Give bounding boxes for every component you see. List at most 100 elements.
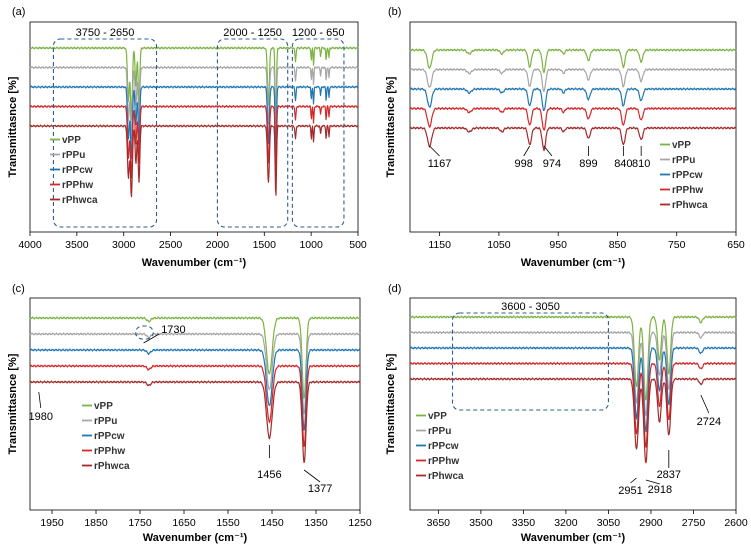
region-label: 1200 - 650 <box>292 27 345 39</box>
legend-label-rPhwca: rPhwca <box>94 461 130 472</box>
legend-label-rPPu: rPPu <box>62 150 85 161</box>
x-tick-label: 1450 <box>260 517 284 529</box>
x-tick-label: 4000 <box>18 239 42 251</box>
region-box <box>216 38 289 228</box>
panel-c-legend: vPP rPPu rPPcw rPPhw rPhwca <box>82 401 130 472</box>
legend-label-rPPu: rPPu <box>94 416 117 427</box>
spectrum-rPPcw <box>409 346 737 433</box>
legend-label-rPPcw: rPPcw <box>672 170 703 181</box>
peak-label-2951: 2951 <box>618 485 642 497</box>
spectrum-rPhwca <box>409 126 737 152</box>
spectrum-rPhwca <box>29 380 361 464</box>
panel-c-x-ticks: 1950 1850 1750 1650 1550 1450 1350 1250 <box>40 510 372 529</box>
x-tick-label: 2000 <box>206 239 230 251</box>
panel-d-x-ticks: 3650 3500 3350 3200 3050 2900 2750 2600 <box>427 510 748 529</box>
peak-label-998: 998 <box>515 158 533 170</box>
panel-b-y-label: Transmittasnce [%] <box>385 76 397 177</box>
panel-b-x-label: Wavenumber (cm⁻¹) <box>521 257 626 269</box>
spectrum-rPPcw <box>29 85 359 159</box>
peak-label-974: 974 <box>543 158 561 170</box>
panel-c-peak-labels: 1980 1456 1377 <box>29 391 332 495</box>
panel-d-x-label: Wavenumber (cm⁻¹) <box>521 532 626 544</box>
region-label: 3600 - 3050 <box>501 301 560 313</box>
peak-label-2837: 2837 <box>657 469 681 481</box>
peak-leader <box>543 145 553 157</box>
legend-label-rPhwca: rPhwca <box>428 471 464 482</box>
region-leader <box>143 333 160 344</box>
peak-label-2918: 2918 <box>648 484 672 496</box>
spectrum-rPPhw <box>409 361 737 448</box>
x-tick-label: 850 <box>609 239 627 251</box>
spectrum-rPPu <box>29 65 359 140</box>
x-tick-label: 3350 <box>512 517 536 529</box>
panel-c-frame <box>29 297 361 511</box>
peak-leader <box>429 145 440 157</box>
panel-b: (b) 1167 998 974 899 840 810 1150 1050 950 850 75… <box>385 6 745 269</box>
x-tick-label: 750 <box>668 239 686 251</box>
peak-leader <box>303 469 321 483</box>
x-tick-label: 1550 <box>216 517 240 529</box>
region-label: 3750 - 2650 <box>76 27 135 39</box>
peak-leader <box>630 477 637 484</box>
panel-d-spectra <box>409 315 737 464</box>
panel-a-x-ticks: 4000 3500 3000 2500 2000 1500 1000 500 <box>18 232 367 251</box>
panel-b-spectra <box>409 48 737 152</box>
peak-leader <box>523 145 531 157</box>
region-box <box>52 38 158 228</box>
x-tick-label: 3050 <box>597 517 621 529</box>
peak-label-899: 899 <box>579 158 597 170</box>
region-box <box>451 312 609 411</box>
x-tick-label: 3650 <box>427 517 451 529</box>
panel-c-spectra <box>29 316 361 464</box>
panel-b-frame <box>409 21 737 233</box>
legend-label-rPPhw: rPPhw <box>62 180 93 191</box>
panel-a-spectra <box>29 46 359 198</box>
legend-label-rPhwca: rPhwca <box>62 195 98 206</box>
x-tick-label: 3500 <box>469 517 493 529</box>
legend-label-rPPhw: rPPhw <box>672 185 703 196</box>
panel-d-regions: 3600 - 3050 <box>451 301 609 411</box>
panel-a-frame <box>29 21 359 233</box>
region-label: 2000 - 1250 <box>223 27 282 39</box>
x-tick-label: 3200 <box>554 517 578 529</box>
legend-label-vPP: vPP <box>94 401 113 412</box>
spectrum-vPP <box>29 316 361 399</box>
legend-label-vPP: vPP <box>672 140 691 151</box>
panel-d-y-label: Transmittasnce [%] <box>385 353 397 454</box>
spectrum-vPP <box>29 46 359 121</box>
spectrum-rPPcw <box>29 348 361 431</box>
peak-label-840: 840 <box>614 158 632 170</box>
panel-b-legend: vPP rPPu rPPcw rPPhw rPhwca <box>660 140 708 211</box>
x-tick-label: 1350 <box>304 517 328 529</box>
peak-label-810: 810 <box>632 158 650 170</box>
x-tick-label: 1850 <box>84 517 108 529</box>
panel-a-regions: 3750 - 2650 2000 - 1250 1200 - 650 <box>52 27 345 228</box>
x-tick-label: 500 <box>349 239 367 251</box>
panel-c-label: (c) <box>12 283 25 295</box>
legend-label-rPhwca: rPhwca <box>672 200 708 211</box>
panel-b-label: (b) <box>388 6 401 18</box>
legend-label-rPPcw: rPPcw <box>94 431 125 442</box>
spectrum-vPP <box>409 315 737 401</box>
peak-leader <box>38 391 42 409</box>
panel-b-peak-labels: 1167 998 974 899 840 810 <box>428 145 650 170</box>
panel-a-y-label: Transmittasnce [%] <box>7 76 19 177</box>
peak-label-2724: 2724 <box>697 416 721 428</box>
spectrum-rPhwca <box>29 124 359 198</box>
x-tick-label: 1250 <box>348 517 372 529</box>
x-tick-label: 650 <box>727 239 745 251</box>
x-tick-label: 1050 <box>487 239 511 251</box>
legend-label-rPPu: rPPu <box>672 155 695 166</box>
peak-label-1167: 1167 <box>428 158 452 170</box>
panel-a: (a) 3750 - 2650 2000 - 1250 1200 - 650 400… <box>7 6 367 269</box>
x-tick-label: 3000 <box>112 239 136 251</box>
legend-label-rPPhw: rPPhw <box>428 456 459 467</box>
spectrum-vPP <box>409 48 737 74</box>
spectrum-rPPu <box>29 332 361 415</box>
x-tick-label: 1500 <box>253 239 277 251</box>
peak-label-1377: 1377 <box>308 483 332 495</box>
x-tick-label: 1000 <box>299 239 323 251</box>
legend-label-rPPhw: rPPhw <box>94 446 125 457</box>
panel-a-label: (a) <box>12 6 25 18</box>
